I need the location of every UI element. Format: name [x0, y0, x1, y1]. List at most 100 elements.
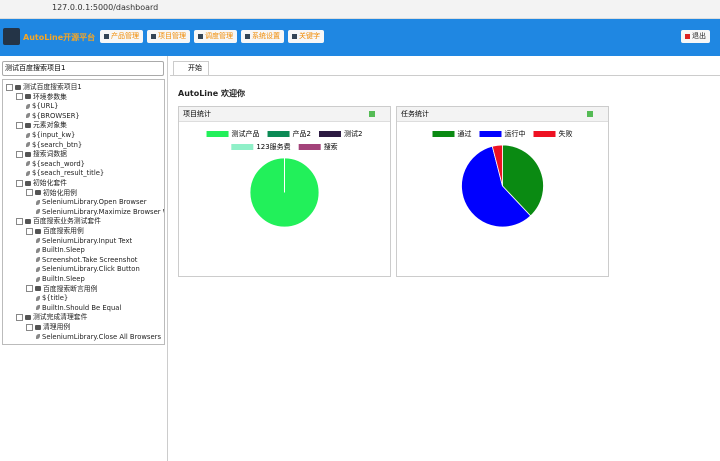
legend-swatch — [298, 144, 321, 150]
chart: 测试产品 产品2 测试2 123服务费 搜索 — [206, 111, 375, 228]
tree-node[interactable]: ${seach_result_title} — [26, 169, 104, 178]
tree-node[interactable]: ${URL} — [26, 102, 58, 111]
pie-slice[interactable] — [502, 144, 544, 217]
tree-label: 元素对象集 — [33, 121, 67, 130]
tree-node[interactable]: 百度搜索用例 — [26, 227, 84, 236]
tree-node[interactable]: BuiltIn.Sleep — [36, 275, 85, 284]
toggle[interactable] — [16, 150, 23, 158]
tree-label: ${BROWSER} — [32, 111, 80, 120]
tree-label: SeleniumLibrary.Close All Browsers — [42, 332, 161, 341]
toggle[interactable] — [16, 93, 23, 101]
tree-node[interactable]: 百度搜索业务测试套件 — [16, 217, 101, 226]
toggle[interactable] — [26, 227, 33, 235]
tree-node[interactable]: ${title} — [36, 294, 68, 303]
tree-icon — [36, 247, 40, 253]
nav-button[interactable]: 项目管理 — [147, 30, 190, 43]
legend-item[interactable]: 产品2 — [267, 129, 311, 138]
tree-node[interactable]: 百度搜索断言用例 — [26, 285, 97, 294]
tree-node[interactable]: ${BROWSER} — [26, 112, 80, 121]
tree-node[interactable]: SeleniumLibrary.Input Text — [36, 237, 132, 246]
header: AutoLine开源平台 产品管理 项目管理 调度管理 系统设置 关键字 退出 — [0, 19, 720, 56]
tree-node[interactable]: BuiltIn.Sleep — [36, 246, 85, 255]
tree-icon — [25, 94, 31, 100]
pie-slice[interactable] — [491, 144, 503, 187]
tree-label: 初始化套件 — [33, 179, 67, 187]
tree-icon — [25, 151, 31, 157]
tree-node[interactable]: 初始化用例 — [26, 189, 77, 198]
legend-item[interactable]: 测试产品 — [206, 129, 260, 138]
app-title[interactable]: AutoLine开源平台 — [23, 33, 96, 42]
tree-icon — [25, 218, 31, 224]
tree-label: SeleniumLibrary.Open Browser — [42, 198, 147, 207]
tree-label: 初始化用例 — [43, 188, 77, 197]
toggle[interactable] — [26, 285, 33, 293]
panel-title: 项目统计 — [179, 107, 390, 122]
tree-icon — [36, 276, 40, 282]
tree-label: SeleniumLibrary.Click Button — [42, 265, 140, 274]
tree-icon — [26, 113, 30, 119]
tree-icon — [36, 305, 40, 311]
legend-item[interactable]: 123服务费 — [231, 142, 291, 151]
legend-label: 运行中 — [505, 129, 526, 138]
toggle[interactable] — [6, 83, 13, 91]
tree-node[interactable]: SeleniumLibrary.Close All Browsers — [36, 333, 161, 342]
nav-button[interactable]: 调度管理 — [194, 30, 237, 43]
refresh-icon[interactable] — [587, 111, 593, 117]
tree-icon — [25, 314, 31, 320]
tree-icon — [36, 334, 40, 340]
tree-icon — [36, 257, 40, 263]
tree-node[interactable]: 搜索词数据 — [16, 150, 67, 159]
nav-button[interactable]: 系统设置 — [241, 30, 284, 43]
panel-title: 任务统计 — [397, 107, 608, 122]
tree-node[interactable]: 清理用例 — [26, 323, 70, 332]
chart: 通过 运行中 失败 — [432, 111, 593, 228]
legend-item[interactable]: 搜索 — [298, 142, 338, 151]
tree-icon — [25, 122, 31, 128]
toggle[interactable] — [16, 121, 23, 129]
legend-swatch — [267, 131, 290, 137]
tree-node[interactable]: 测试百度搜索项目1 — [6, 83, 82, 92]
tree-node[interactable]: 初始化套件 — [16, 179, 67, 188]
tree-node[interactable]: SeleniumLibrary.Click Button — [36, 265, 140, 274]
toggle[interactable] — [16, 217, 23, 225]
tree-node[interactable]: ${input_kw} — [26, 131, 75, 140]
logout-button[interactable]: 退出 — [681, 30, 710, 43]
tree-node[interactable]: Screenshot.Take Screenshot — [36, 256, 137, 265]
tree-icon — [26, 132, 30, 138]
nav-button[interactable]: 产品管理 — [100, 30, 143, 43]
legend-swatch — [231, 144, 254, 150]
legend-item[interactable]: 通过 — [432, 129, 472, 138]
toggle[interactable] — [16, 179, 23, 187]
toggle[interactable] — [26, 189, 33, 197]
project-select[interactable]: 测试百度搜索项目1 — [2, 61, 164, 76]
toggle[interactable] — [16, 313, 23, 321]
tree-icon — [26, 170, 30, 176]
panel: 任务统计通过 运行中 失败 — [396, 106, 609, 277]
legend-item[interactable]: 测试2 — [319, 129, 362, 138]
logo — [3, 28, 20, 45]
tab-line — [170, 75, 720, 76]
tree-node[interactable]: ${seach_word} — [26, 160, 85, 169]
url[interactable]: 127.0.0.1:5000/dashboard — [52, 3, 159, 12]
tab[interactable]: 开始 — [173, 61, 209, 75]
toggle[interactable] — [26, 323, 33, 331]
tree-node[interactable]: BuiltIn.Should Be Equal — [36, 304, 121, 313]
tree-label: ${seach_word} — [32, 159, 86, 168]
legend-label: 失败 — [559, 129, 573, 138]
tree-node[interactable]: 测试完成清理套件 — [16, 313, 87, 322]
pie-slice[interactable] — [461, 145, 532, 228]
legend-label: 123服务费 — [256, 142, 290, 151]
tree-node[interactable]: SeleniumLibrary.Open Browser — [36, 198, 147, 207]
nav-button[interactable]: 关键字 — [288, 30, 324, 43]
tree-node[interactable]: SeleniumLibrary.Maximize Browser Window — [36, 208, 164, 217]
legend-item[interactable]: 失败 — [533, 129, 573, 138]
tree-node[interactable]: ${search_btn} — [26, 141, 82, 150]
tree-icon — [35, 324, 41, 330]
refresh-icon[interactable] — [369, 111, 375, 117]
legend-item[interactable]: 运行中 — [479, 129, 526, 138]
tree-label: 清理用例 — [43, 323, 71, 331]
tree-icon — [36, 199, 40, 205]
tree-node[interactable]: 环境参数集 — [16, 93, 67, 102]
legend-label: 搜索 — [324, 142, 338, 151]
tree-node[interactable]: 元素对象集 — [16, 121, 67, 130]
